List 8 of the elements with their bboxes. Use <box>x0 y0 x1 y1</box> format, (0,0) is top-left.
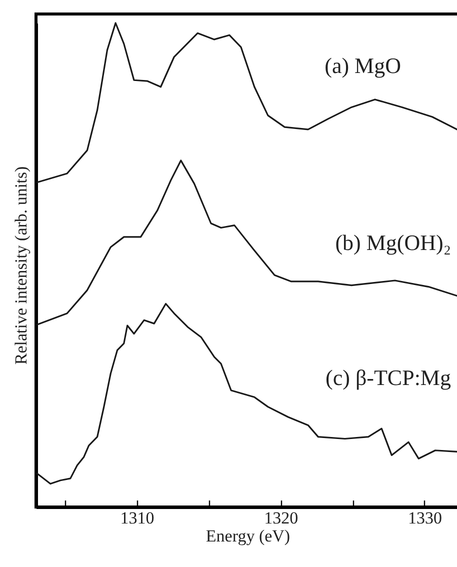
x-tick-label: 1330 <box>408 508 442 528</box>
x-tick-label: 1310 <box>120 508 154 528</box>
series-label: (a) MgO <box>324 53 401 78</box>
series-label: (c) β-TCP:Mg <box>326 365 451 390</box>
x-tick-label: 1320 <box>264 508 298 528</box>
x-axis-title: Energy (eV) <box>206 526 290 546</box>
series-label: (b) Mg(OH)₂ <box>335 230 451 255</box>
y-axis-title: Relative intensity (arb. units) <box>12 166 30 365</box>
